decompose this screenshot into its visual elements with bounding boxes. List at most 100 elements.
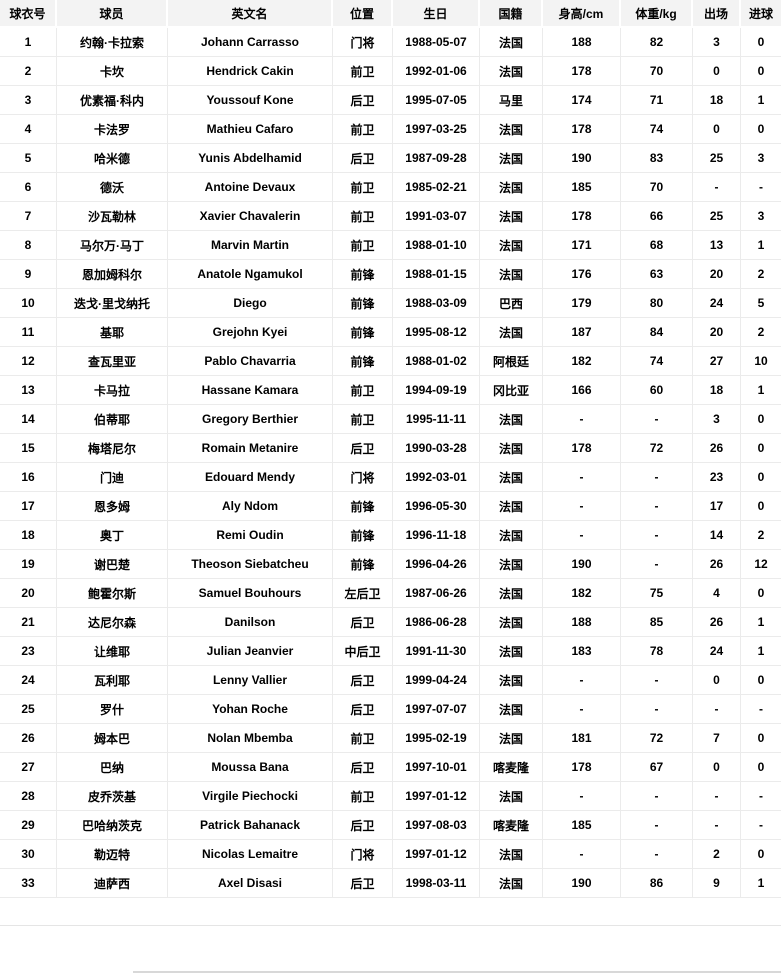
table-row: 8 马尔万·马丁 Marvin Martin 前卫 1988-01-10 法国 171 68 1… <box>0 231 781 260</box>
cell-weight: 85 <box>621 608 693 637</box>
cell-position: 门将 <box>333 840 393 869</box>
table-row: 10 迭戈·里戈纳托 Diego 前锋 1988-03-09 巴西 179 80 24 5 <box>0 289 781 318</box>
cell-birthday: 1996-11-18 <box>393 521 480 550</box>
cell-english-name: Mathieu Cafaro <box>168 115 333 144</box>
cell-weight: 83 <box>621 144 693 173</box>
cell-weight: 82 <box>621 28 693 57</box>
cell-birthday: 1987-09-28 <box>393 144 480 173</box>
cell-nationality: 法国 <box>480 579 543 608</box>
cell-position: 前卫 <box>333 231 393 260</box>
cell-player-name: 德沃 <box>57 173 168 202</box>
cell-player-name: 马尔万·马丁 <box>57 231 168 260</box>
cell-appearances: 25 <box>693 202 741 231</box>
cell-english-name: Diego <box>168 289 333 318</box>
cell-weight: 75 <box>621 579 693 608</box>
column-header-goals: 进球 <box>741 0 781 28</box>
table-row: 33 迪萨西 Axel Disasi 后卫 1998-03-11 法国 190 86 9 1 <box>0 869 781 898</box>
cell-goals: - <box>741 173 781 202</box>
cell-birthday: 1995-11-11 <box>393 405 480 434</box>
cell-appearances: 14 <box>693 521 741 550</box>
cell-nationality: 法国 <box>480 260 543 289</box>
cell-position: 后卫 <box>333 811 393 840</box>
cell-player-name: 瓦利耶 <box>57 666 168 695</box>
cell-nationality: 法国 <box>480 405 543 434</box>
column-header-nationality: 国籍 <box>480 0 543 28</box>
cell-appearances: 18 <box>693 86 741 115</box>
cell-birthday: 1988-01-10 <box>393 231 480 260</box>
cell-position: 后卫 <box>333 144 393 173</box>
table-row: 9 恩加姆科尔 Anatole Ngamukol 前锋 1988-01-15 法国 176 6… <box>0 260 781 289</box>
cell-appearances: 20 <box>693 260 741 289</box>
cell-nationality: 法国 <box>480 318 543 347</box>
cell-height: 188 <box>543 608 621 637</box>
cell-english-name: Remi Oudin <box>168 521 333 550</box>
cell-appearances: 26 <box>693 608 741 637</box>
cell-nationality: 法国 <box>480 666 543 695</box>
cell-nationality: 法国 <box>480 231 543 260</box>
cell-birthday: 1997-01-12 <box>393 840 480 869</box>
cell-english-name: Axel Disasi <box>168 869 333 898</box>
cell-weight: - <box>621 492 693 521</box>
cell-position: 前卫 <box>333 724 393 753</box>
cell-appearances: 2 <box>693 840 741 869</box>
cell-jersey-number: 23 <box>0 637 57 666</box>
cell-height: 190 <box>543 550 621 579</box>
cell-nationality: 法国 <box>480 144 543 173</box>
cell-birthday: 1987-06-26 <box>393 579 480 608</box>
cell-height: - <box>543 666 621 695</box>
table-row: 19 谢巴楚 Theoson Siebatcheu 前锋 1996-04-26 法国 190… <box>0 550 781 579</box>
cell-weight: 67 <box>621 753 693 782</box>
cell-goals: 1 <box>741 608 781 637</box>
cell-birthday: 1988-01-15 <box>393 260 480 289</box>
cell-english-name: Aly Ndom <box>168 492 333 521</box>
cell-nationality: 法国 <box>480 492 543 521</box>
cell-english-name: Yohan Roche <box>168 695 333 724</box>
cell-height: 190 <box>543 869 621 898</box>
cell-height: - <box>543 521 621 550</box>
cell-position: 左后卫 <box>333 579 393 608</box>
cell-weight: 70 <box>621 57 693 86</box>
cell-english-name: Nolan Mbemba <box>168 724 333 753</box>
cell-weight: 68 <box>621 231 693 260</box>
cell-appearances: 23 <box>693 463 741 492</box>
cell-height: 166 <box>543 376 621 405</box>
cell-jersey-number: 8 <box>0 231 57 260</box>
cell-height: - <box>543 463 621 492</box>
cell-goals: - <box>741 811 781 840</box>
cell-goals: 2 <box>741 521 781 550</box>
cell-english-name: Hassane Kamara <box>168 376 333 405</box>
cell-position: 前锋 <box>333 289 393 318</box>
cell-player-name: 查瓦里亚 <box>57 347 168 376</box>
cell-jersey-number: 3 <box>0 86 57 115</box>
cell-nationality: 阿根廷 <box>480 347 543 376</box>
table-row: 24 瓦利耶 Lenny Vallier 后卫 1999-04-24 法国 - -0 0 <box>0 666 781 695</box>
cell-birthday: 1988-05-07 <box>393 28 480 57</box>
cell-birthday: 1997-01-12 <box>393 782 480 811</box>
cell-jersey-number: 19 <box>0 550 57 579</box>
cell-goals: 0 <box>741 57 781 86</box>
cell-player-name: 巴哈纳茨克 <box>57 811 168 840</box>
table-row: 4 卡法罗 Mathieu Cafaro 前卫 1997-03-25 法国 178 74 0 0 <box>0 115 781 144</box>
cell-player-name: 谢巴楚 <box>57 550 168 579</box>
cell-height: 185 <box>543 173 621 202</box>
cell-player-name: 罗什 <box>57 695 168 724</box>
cell-height: 182 <box>543 579 621 608</box>
cell-english-name: Yunis Abdelhamid <box>168 144 333 173</box>
cell-appearances: 0 <box>693 666 741 695</box>
cell-goals: 12 <box>741 550 781 579</box>
table-row: 20 鲍霍尔斯 Samuel Bouhours 左后卫 1987-06-26 法国 182 7… <box>0 579 781 608</box>
cell-jersey-number: 25 <box>0 695 57 724</box>
cell-goals: 3 <box>741 202 781 231</box>
cell-position: 后卫 <box>333 608 393 637</box>
cell-birthday: 1986-06-28 <box>393 608 480 637</box>
cell-appearances: 9 <box>693 869 741 898</box>
cell-birthday: 1997-10-01 <box>393 753 480 782</box>
table-row: 3 优素福·科内 Youssouf Kone 后卫 1995-07-05 马里 174 71 1… <box>0 86 781 115</box>
cell-english-name: Theoson Siebatcheu <box>168 550 333 579</box>
cell-english-name: Pablo Chavarria <box>168 347 333 376</box>
cell-player-name: 姆本巴 <box>57 724 168 753</box>
cell-nationality: 法国 <box>480 28 543 57</box>
cell-nationality: 法国 <box>480 695 543 724</box>
cell-english-name: Johann Carrasso <box>168 28 333 57</box>
